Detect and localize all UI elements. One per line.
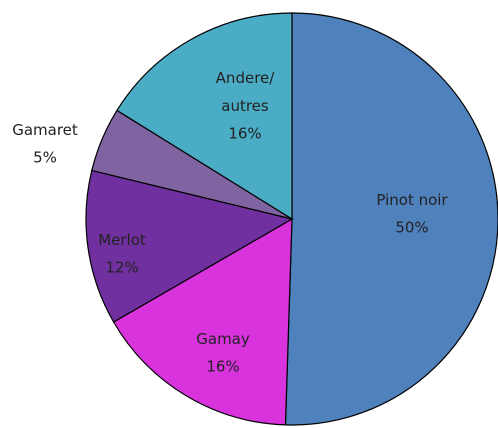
- pie-slice: [116, 12, 293, 221]
- slice-label: Pinot noir: [376, 191, 448, 209]
- pie-slice: [284, 12, 498, 426]
- slice-label: Andere/autres: [216, 69, 276, 115]
- pie-slice: [85, 169, 294, 323]
- slice-label: Merlot: [98, 231, 146, 249]
- slice-value-label: 5%: [33, 149, 57, 167]
- slice-value-label: 50%: [395, 219, 428, 237]
- slice-value-label: 12%: [105, 259, 138, 277]
- slice-value-label: 16%: [228, 125, 261, 143]
- slice-label: Gamay: [196, 330, 250, 348]
- slice-value-label: 16%: [206, 358, 239, 376]
- pie-slice: [112, 217, 293, 426]
- slice-label: Gamaret: [12, 121, 78, 139]
